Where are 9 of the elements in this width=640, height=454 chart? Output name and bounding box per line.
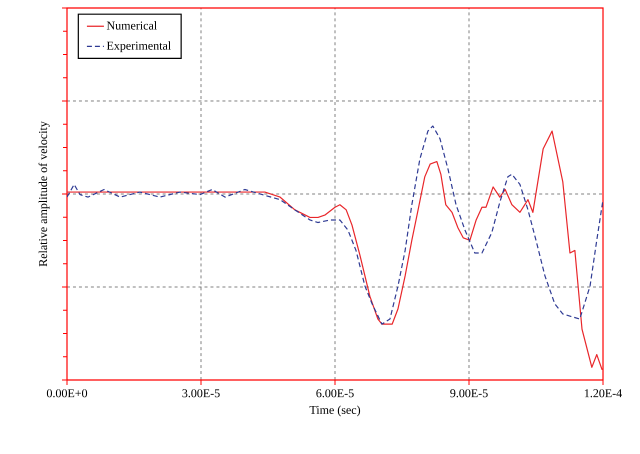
x-tick-label: 3.00E-5 (182, 389, 220, 398)
x-axis-title: Time (sec) (310, 406, 360, 416)
legend-label: Experimental (106, 41, 171, 52)
x-tick-label: 0.00E+0 (46, 389, 88, 398)
x-tick-label: 1.20E-4 (584, 389, 622, 398)
y-axis-title: Relative amplitude of velocity (38, 121, 50, 266)
legend-label: Numerical (106, 21, 157, 30)
x-tick-label: 6.00E-5 (316, 389, 354, 398)
x-tick-label: 9.00E-5 (450, 389, 488, 398)
